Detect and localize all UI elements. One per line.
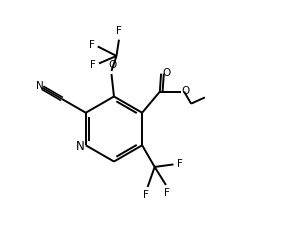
Text: O: O <box>181 86 190 96</box>
Text: F: F <box>177 159 183 169</box>
Text: F: F <box>164 188 170 198</box>
Text: F: F <box>143 190 149 200</box>
Text: O: O <box>108 60 116 70</box>
Text: N: N <box>76 140 85 153</box>
Text: F: F <box>89 40 95 50</box>
Text: F: F <box>90 60 96 70</box>
Text: O: O <box>162 68 171 78</box>
Text: F: F <box>116 26 122 36</box>
Text: N: N <box>36 81 43 91</box>
